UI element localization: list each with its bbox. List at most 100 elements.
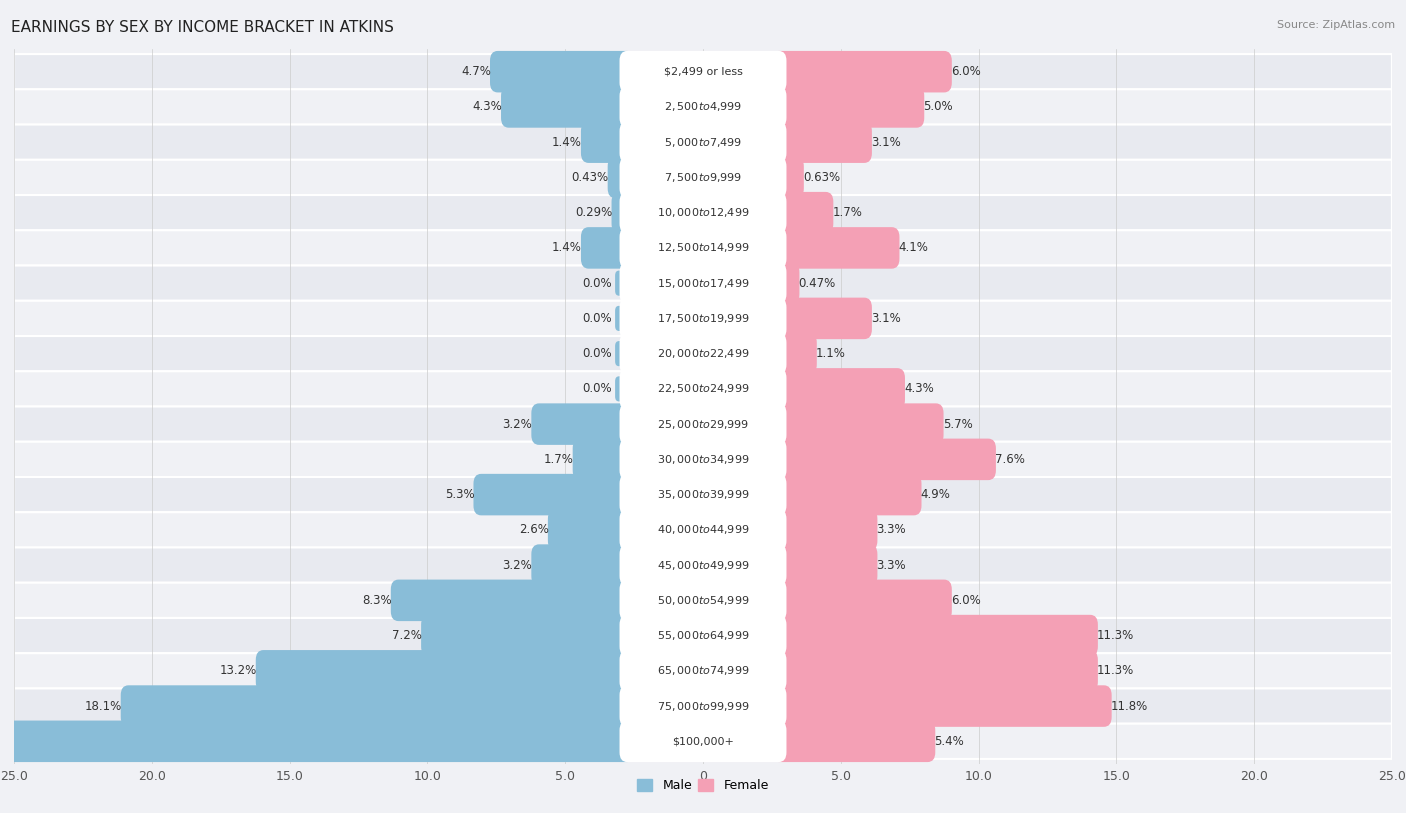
Text: 3.2%: 3.2% [502,559,531,572]
Text: 4.3%: 4.3% [472,101,502,114]
FancyBboxPatch shape [770,580,952,621]
FancyBboxPatch shape [620,615,786,656]
FancyBboxPatch shape [581,227,636,268]
FancyBboxPatch shape [770,157,804,198]
FancyBboxPatch shape [14,689,1392,724]
FancyBboxPatch shape [607,157,636,198]
FancyBboxPatch shape [14,124,1392,160]
Text: 0.47%: 0.47% [799,276,837,289]
FancyBboxPatch shape [572,438,636,480]
Text: 6.0%: 6.0% [950,593,981,606]
Text: $100,000+: $100,000+ [672,737,734,746]
FancyBboxPatch shape [770,368,905,410]
Text: 0.43%: 0.43% [571,171,609,184]
FancyBboxPatch shape [531,545,636,586]
FancyBboxPatch shape [14,301,1392,336]
FancyBboxPatch shape [770,86,924,128]
Text: 5.3%: 5.3% [444,488,474,501]
FancyBboxPatch shape [14,195,1392,230]
Text: $40,000 to $44,999: $40,000 to $44,999 [657,524,749,537]
FancyBboxPatch shape [474,474,636,515]
FancyBboxPatch shape [14,653,1392,689]
FancyBboxPatch shape [620,121,786,163]
Text: $35,000 to $39,999: $35,000 to $39,999 [657,488,749,501]
Text: 1.7%: 1.7% [544,453,574,466]
FancyBboxPatch shape [14,724,1392,759]
FancyBboxPatch shape [620,474,786,515]
FancyBboxPatch shape [614,376,631,402]
FancyBboxPatch shape [770,51,952,93]
Text: 7.2%: 7.2% [392,629,422,642]
FancyBboxPatch shape [770,263,800,304]
Text: 11.8%: 11.8% [1111,699,1149,712]
FancyBboxPatch shape [770,192,834,233]
Text: 3.2%: 3.2% [502,418,531,431]
Text: $2,500 to $4,999: $2,500 to $4,999 [664,101,742,114]
FancyBboxPatch shape [14,336,1392,372]
FancyBboxPatch shape [14,512,1392,547]
FancyBboxPatch shape [614,341,631,366]
FancyBboxPatch shape [620,403,786,445]
FancyBboxPatch shape [770,438,995,480]
FancyBboxPatch shape [770,509,877,550]
Text: 13.2%: 13.2% [219,664,256,677]
Text: $25,000 to $29,999: $25,000 to $29,999 [657,418,749,431]
FancyBboxPatch shape [614,271,631,296]
Text: 1.7%: 1.7% [832,207,862,220]
FancyBboxPatch shape [14,618,1392,653]
Text: 6.0%: 6.0% [950,65,981,78]
Text: $12,500 to $14,999: $12,500 to $14,999 [657,241,749,254]
FancyBboxPatch shape [121,685,636,727]
Text: 0.0%: 0.0% [582,347,612,360]
FancyBboxPatch shape [770,298,872,339]
FancyBboxPatch shape [14,230,1392,266]
Text: 4.7%: 4.7% [461,65,491,78]
FancyBboxPatch shape [770,615,1098,656]
Text: $20,000 to $22,499: $20,000 to $22,499 [657,347,749,360]
Text: $17,500 to $19,999: $17,500 to $19,999 [657,312,749,325]
Text: 1.4%: 1.4% [553,136,582,149]
FancyBboxPatch shape [256,650,636,692]
FancyBboxPatch shape [391,580,636,621]
Text: $2,499 or less: $2,499 or less [664,67,742,76]
FancyBboxPatch shape [620,438,786,480]
FancyBboxPatch shape [620,86,786,128]
Text: 4.1%: 4.1% [898,241,928,254]
Text: 11.3%: 11.3% [1097,629,1135,642]
Text: $5,000 to $7,499: $5,000 to $7,499 [664,136,742,149]
Text: $55,000 to $64,999: $55,000 to $64,999 [657,629,749,642]
FancyBboxPatch shape [770,720,935,762]
FancyBboxPatch shape [0,720,636,762]
FancyBboxPatch shape [620,650,786,692]
Text: $45,000 to $49,999: $45,000 to $49,999 [657,559,749,572]
FancyBboxPatch shape [620,263,786,304]
Text: 0.29%: 0.29% [575,207,612,220]
FancyBboxPatch shape [14,583,1392,618]
Text: 11.3%: 11.3% [1097,664,1135,677]
Text: 8.3%: 8.3% [361,593,392,606]
Text: 4.3%: 4.3% [904,382,934,395]
FancyBboxPatch shape [612,192,636,233]
FancyBboxPatch shape [620,580,786,621]
FancyBboxPatch shape [531,403,636,445]
Text: 3.1%: 3.1% [872,312,901,325]
FancyBboxPatch shape [620,685,786,727]
FancyBboxPatch shape [581,121,636,163]
FancyBboxPatch shape [620,227,786,268]
FancyBboxPatch shape [770,227,900,268]
FancyBboxPatch shape [770,474,921,515]
Text: 0.0%: 0.0% [582,276,612,289]
Text: 5.4%: 5.4% [935,735,965,748]
FancyBboxPatch shape [14,54,1392,89]
Text: 5.0%: 5.0% [924,101,953,114]
FancyBboxPatch shape [620,157,786,198]
FancyBboxPatch shape [770,545,877,586]
FancyBboxPatch shape [14,477,1392,512]
Text: 18.1%: 18.1% [84,699,121,712]
FancyBboxPatch shape [14,441,1392,477]
FancyBboxPatch shape [620,509,786,550]
FancyBboxPatch shape [620,720,786,762]
Text: $15,000 to $17,499: $15,000 to $17,499 [657,276,749,289]
Text: 1.4%: 1.4% [553,241,582,254]
Text: 0.0%: 0.0% [582,312,612,325]
